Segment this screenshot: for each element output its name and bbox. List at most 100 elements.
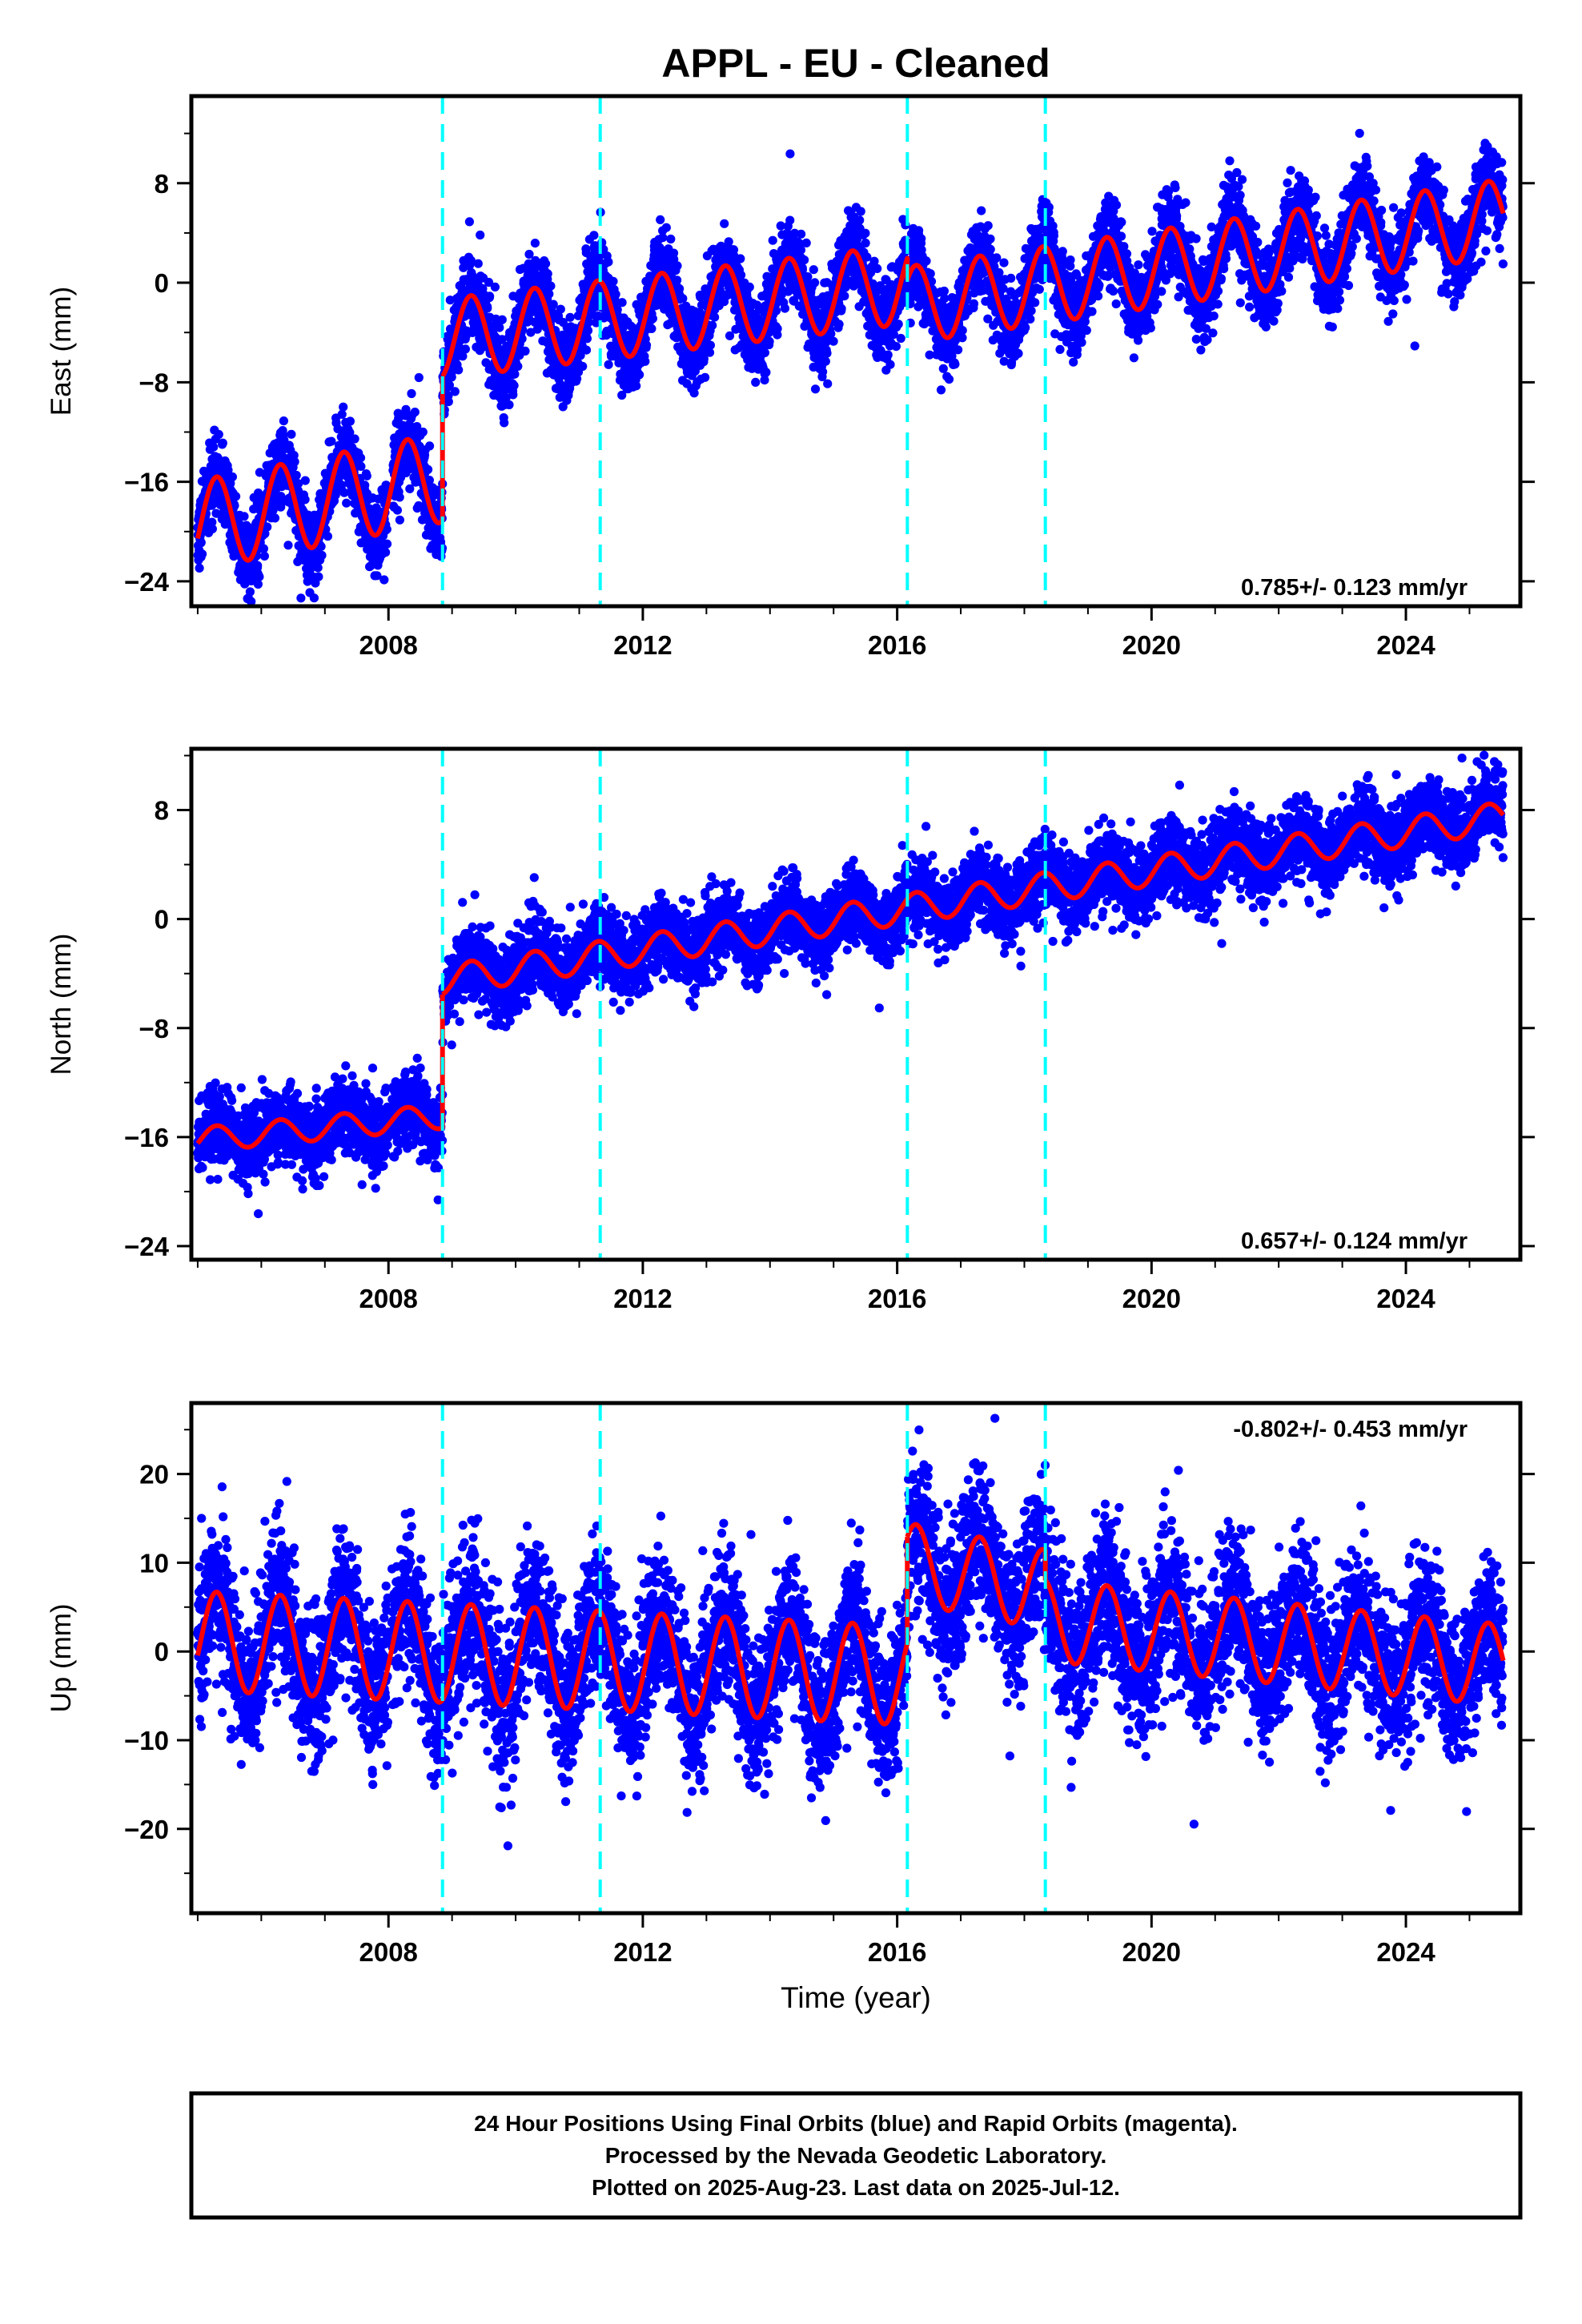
east-point bbox=[313, 563, 323, 573]
east-point bbox=[583, 326, 593, 336]
east-point bbox=[803, 272, 813, 282]
east-point bbox=[339, 402, 348, 412]
east-point bbox=[287, 429, 296, 439]
east-point bbox=[640, 356, 650, 366]
east-point bbox=[355, 453, 366, 463]
east-point bbox=[708, 320, 717, 330]
east-point bbox=[279, 416, 288, 426]
east-point bbox=[1026, 314, 1035, 324]
east-point bbox=[950, 360, 960, 369]
east-point bbox=[675, 283, 685, 294]
east-point bbox=[464, 217, 475, 227]
east-point bbox=[342, 498, 351, 508]
east-point bbox=[821, 356, 830, 366]
east-point bbox=[724, 237, 733, 247]
east-point bbox=[673, 275, 682, 285]
east-point bbox=[656, 215, 665, 224]
east-point bbox=[661, 223, 671, 232]
east-point bbox=[635, 370, 644, 380]
east-point bbox=[1006, 273, 1016, 283]
east-point bbox=[873, 263, 882, 273]
east-point bbox=[797, 229, 806, 239]
east-point bbox=[418, 427, 428, 437]
east-point bbox=[395, 493, 404, 502]
east-point bbox=[969, 299, 978, 308]
east-point bbox=[395, 515, 404, 525]
east-point bbox=[617, 298, 627, 308]
east-point bbox=[632, 381, 641, 391]
east-point bbox=[999, 258, 1009, 267]
east-point bbox=[1066, 255, 1075, 265]
east-point bbox=[810, 384, 821, 394]
east-point bbox=[796, 245, 806, 255]
east-point bbox=[291, 470, 301, 480]
east-point bbox=[327, 436, 336, 446]
east-point bbox=[412, 422, 422, 432]
east-point bbox=[300, 495, 310, 505]
east-point bbox=[701, 372, 710, 382]
east-point bbox=[760, 348, 770, 357]
east-point bbox=[473, 259, 483, 268]
east-point bbox=[223, 465, 233, 475]
east-point bbox=[447, 372, 456, 382]
east-point bbox=[524, 249, 534, 259]
east-point bbox=[541, 259, 551, 268]
east-point bbox=[604, 257, 613, 267]
east-point bbox=[780, 304, 790, 313]
east-point bbox=[444, 380, 455, 390]
east-point bbox=[283, 541, 293, 550]
east-point bbox=[1026, 306, 1036, 316]
east-point bbox=[810, 278, 820, 287]
east-point bbox=[485, 292, 495, 301]
east-point bbox=[809, 265, 818, 275]
east-point bbox=[641, 340, 652, 350]
east-point bbox=[921, 256, 931, 266]
east-point bbox=[239, 512, 249, 521]
east-point bbox=[337, 409, 347, 419]
east-point bbox=[678, 294, 688, 304]
east-point bbox=[926, 269, 935, 279]
east-point bbox=[745, 282, 754, 292]
east-point bbox=[885, 360, 895, 369]
east-point bbox=[578, 361, 588, 372]
east-point bbox=[290, 457, 299, 467]
east-point bbox=[350, 434, 359, 444]
east-point bbox=[986, 244, 995, 254]
east-point bbox=[356, 461, 366, 472]
east-point bbox=[765, 336, 774, 346]
east-point bbox=[617, 390, 627, 400]
east-point bbox=[604, 360, 613, 369]
east-point bbox=[818, 367, 828, 376]
east-point bbox=[768, 235, 777, 245]
east-point bbox=[584, 318, 593, 328]
east-point bbox=[914, 226, 924, 235]
east-point bbox=[855, 215, 865, 225]
east-point bbox=[840, 292, 849, 301]
east-point bbox=[410, 407, 420, 417]
east-point bbox=[893, 320, 903, 329]
east-point bbox=[450, 387, 460, 396]
east-point bbox=[339, 488, 349, 497]
east-point bbox=[647, 324, 656, 333]
east-point bbox=[986, 234, 995, 243]
east-point bbox=[382, 525, 391, 534]
east-point bbox=[362, 471, 371, 480]
east-point bbox=[544, 289, 554, 299]
east-point bbox=[407, 388, 416, 399]
east-point bbox=[861, 238, 870, 248]
east-point bbox=[259, 544, 268, 553]
east-point bbox=[826, 329, 836, 339]
east-point bbox=[268, 505, 278, 515]
east-point bbox=[196, 537, 206, 548]
east-point bbox=[530, 239, 540, 248]
east-point bbox=[247, 597, 256, 606]
east-point bbox=[834, 320, 844, 329]
east-point bbox=[954, 345, 963, 355]
east-point bbox=[823, 379, 833, 388]
east-point bbox=[500, 418, 509, 428]
east-point bbox=[405, 484, 415, 494]
east-point bbox=[316, 541, 326, 552]
east-point bbox=[977, 206, 986, 215]
east-point bbox=[608, 276, 618, 286]
